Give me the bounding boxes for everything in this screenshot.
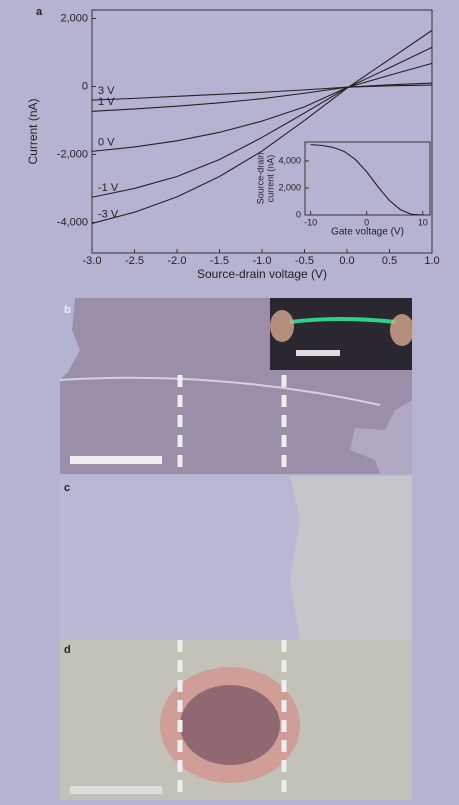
y-tick-label: 0	[296, 209, 301, 219]
y-tick-label: 2,000	[60, 12, 88, 24]
series-label: 0 V	[98, 136, 115, 148]
panel-label: b	[64, 304, 71, 316]
series-label: -3 V	[98, 208, 119, 220]
y-axis-label: current (nA)	[265, 155, 275, 203]
x-tick-label: 10	[418, 217, 428, 227]
y-axis-label: Source-drain	[255, 153, 265, 205]
x-tick-label: 1.0	[424, 255, 439, 267]
series-label: -1 V	[98, 182, 119, 194]
x-tick-label: -0.5	[295, 255, 314, 267]
x-tick-label: -2.5	[125, 255, 144, 267]
contact	[270, 310, 294, 342]
inset-bg	[305, 142, 430, 215]
panel-label: a	[36, 6, 43, 18]
page: a b c d -3.0 -2.5 -2.0 -1.5 -1.0 -0.5 0.0 0.5 1.…	[0, 0, 459, 805]
y-tick-label: 2,000	[278, 182, 301, 192]
scale-bar	[70, 786, 162, 794]
series-label: 1 V	[98, 96, 115, 108]
scale-bar	[70, 456, 162, 464]
x-axis-label: Gate voltage (V)	[331, 227, 404, 238]
y-tick-label: -2,000	[57, 148, 88, 160]
y-tick-label: 0	[82, 80, 88, 92]
x-tick-label: -2.0	[168, 255, 187, 267]
scale-bar	[296, 350, 340, 356]
contact	[390, 314, 414, 346]
y-axis-label: Current (nA)	[26, 98, 40, 164]
figure: a b c d -3.0 -2.5 -2.0 -1.5 -1.0 -0.5 0.0 0.5 1.…	[0, 0, 459, 805]
series-label: 3 V	[98, 85, 115, 97]
x-tick-label: -1.0	[253, 255, 272, 267]
panel-label: d	[64, 644, 71, 656]
y-tick-label: -4,000	[57, 216, 88, 228]
y-tick-label: 4,000	[278, 155, 301, 165]
x-tick-label: 0.5	[382, 255, 397, 267]
x-tick-label: 0.0	[339, 255, 354, 267]
x-tick-label: -10	[304, 217, 317, 227]
x-axis-label: Source-drain voltage (V)	[197, 267, 327, 281]
photocurrent-core	[180, 685, 280, 765]
image-c-region	[60, 476, 300, 640]
x-tick-label: -3.0	[83, 255, 102, 267]
panel-label: c	[64, 482, 70, 494]
x-tick-label: -1.5	[210, 255, 229, 267]
